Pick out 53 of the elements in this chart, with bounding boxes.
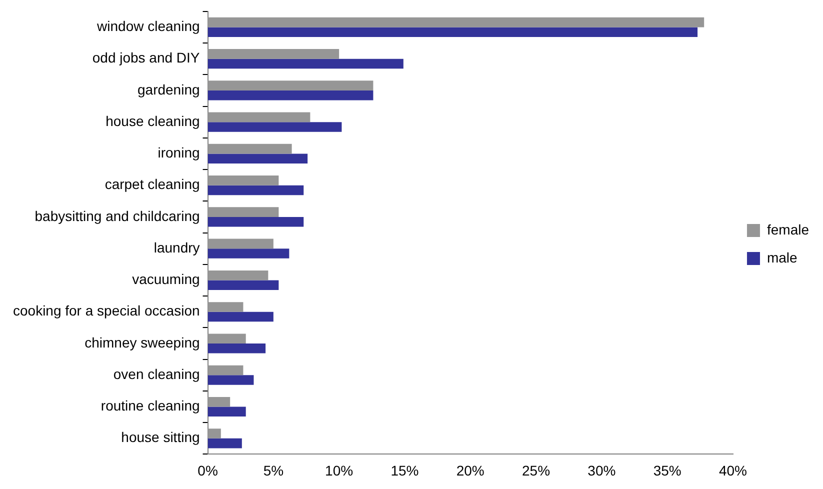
y-tick-label: chimney sweeping xyxy=(84,334,200,350)
y-tick-label: house sitting xyxy=(121,429,200,446)
bar xyxy=(208,207,279,217)
bar xyxy=(208,176,279,186)
bar xyxy=(208,80,374,90)
bar xyxy=(208,238,274,249)
bar xyxy=(208,248,290,258)
y-tick-label: vacuuming xyxy=(132,271,200,288)
bar xyxy=(208,375,254,385)
y-tick-label: oven cleaning xyxy=(113,366,200,382)
legend-label: male xyxy=(766,249,798,266)
y-tick-label: laundry xyxy=(154,239,200,256)
bar xyxy=(208,58,404,69)
bar xyxy=(208,280,279,290)
y-tick-label: ironing xyxy=(158,144,200,161)
bar xyxy=(208,344,266,354)
x-tick-label: 0% xyxy=(198,462,218,478)
bar xyxy=(208,334,246,344)
x-tick-label: 25% xyxy=(522,462,550,478)
bar xyxy=(208,270,268,280)
bar xyxy=(208,144,292,154)
bar xyxy=(208,428,221,438)
y-tick-label: house cleaning xyxy=(106,112,200,129)
y-tick-label: carpet cleaning xyxy=(104,176,200,192)
bar xyxy=(208,396,230,407)
bar xyxy=(208,185,304,196)
bar xyxy=(208,90,374,100)
legend-label: female xyxy=(766,221,810,238)
bar xyxy=(208,302,244,312)
x-tick-label: 35% xyxy=(653,462,682,478)
x-tick-label: 40% xyxy=(718,462,747,478)
bar xyxy=(208,312,274,322)
x-tick-label: 20% xyxy=(456,462,484,478)
y-tick-label: routine cleaning xyxy=(100,398,200,414)
x-tick-label: 30% xyxy=(588,462,616,478)
y-tick-label: odd jobs and DIY xyxy=(92,50,200,66)
bar xyxy=(208,112,310,122)
bar xyxy=(208,438,242,448)
y-tick-label: cooking for a special occasion xyxy=(12,302,200,319)
bar xyxy=(208,406,246,417)
y-tick-label: gardening xyxy=(137,81,200,98)
bar xyxy=(208,17,704,28)
x-tick-label: 5% xyxy=(263,462,284,478)
bar xyxy=(208,27,698,38)
bar xyxy=(208,365,244,376)
bar xyxy=(208,154,308,164)
bar xyxy=(208,122,342,132)
x-tick-label: 15% xyxy=(390,462,419,478)
bar xyxy=(208,49,340,59)
x-tick-label: 10% xyxy=(325,462,354,478)
bar xyxy=(208,216,304,227)
y-tick-label: babysitting and childcaring xyxy=(34,208,200,224)
y-tick-label: window cleaning xyxy=(96,18,200,34)
